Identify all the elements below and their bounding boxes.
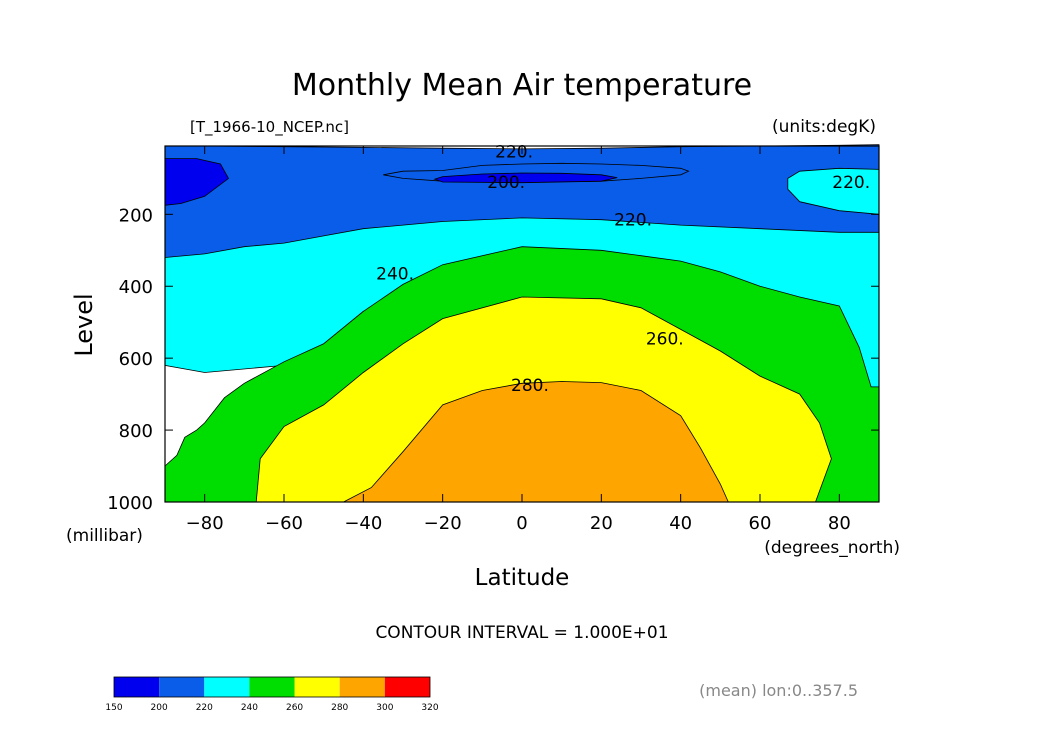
contour-label: 220. [495, 142, 533, 162]
y-tick-label: 1000 [107, 493, 153, 514]
y-tick-label: 800 [119, 421, 153, 442]
lon-subtitle: (mean) lon:0..357.5 [699, 681, 858, 700]
colorbar-swatch [339, 677, 385, 697]
x-tick-label: −40 [344, 513, 382, 534]
colorbar-label: 280 [331, 703, 348, 713]
y-tick-label: 600 [119, 349, 153, 370]
x-tick-label: −80 [186, 513, 224, 534]
x-tick-label: −20 [424, 513, 462, 534]
contour-region-220 [787, 167, 880, 215]
x-axis-title: Latitude [475, 565, 570, 591]
colorbar-label: 260 [286, 703, 303, 713]
y-axis-title: Level [70, 293, 98, 356]
units-label: (units:degK) [772, 117, 876, 137]
x-tick-label: 20 [590, 513, 613, 534]
colorbar-label: 300 [376, 703, 393, 713]
colorbar-label: 220 [196, 703, 213, 713]
colorbar: 150 200 220 240 260 280 300 320 [105, 676, 439, 713]
x-tick-label: 80 [828, 513, 851, 534]
colorbar-swatch [384, 677, 430, 697]
contour-label: 280. [511, 376, 549, 396]
y-ticks: 200 400 600 800 1000 [107, 205, 879, 514]
x-units-label: (degrees_north) [764, 538, 900, 558]
x-tick-label: 60 [749, 513, 772, 534]
x-tick-label: 0 [516, 513, 527, 534]
y-tick-label: 200 [119, 205, 153, 226]
colorbar-swatch [114, 677, 160, 697]
colorbar-label: 150 [105, 703, 122, 713]
colorbar-frame [113, 676, 431, 698]
contour-labels: 220. 200. 220. 220. 240. 260. 280. [376, 142, 870, 396]
colorbar-swatch [294, 677, 340, 697]
contour-label: 200. [487, 173, 525, 193]
x-tick-label: 40 [669, 513, 692, 534]
contour-region-150 [164, 158, 230, 206]
plot-regions [164, 144, 880, 503]
contour-interval: CONTOUR INTERVAL = 1.000E+01 [375, 623, 668, 643]
y-units-label: (millibar) [66, 526, 143, 546]
file-label: [T_1966-10_NCEP.nc] [190, 118, 349, 137]
contour-region-280 [343, 381, 729, 503]
contour-label: 260. [646, 329, 684, 349]
colorbar-label: 240 [241, 703, 258, 713]
contour-label: 220. [832, 173, 870, 193]
y-tick-label: 400 [119, 277, 153, 298]
colorbar-swatch [249, 677, 295, 697]
colorbar-label: 200 [151, 703, 168, 713]
colorbar-label: 320 [421, 703, 438, 713]
x-tick-label: −60 [265, 513, 303, 534]
colorbar-swatch [159, 677, 205, 697]
colorbar-swatch [204, 677, 250, 697]
x-ticks: −80 −60 −40 −20 0 20 40 60 80 [186, 146, 851, 534]
contour-label: 220. [614, 211, 652, 231]
contour-label: 240. [376, 265, 414, 285]
contour-region-150 [433, 172, 618, 184]
chart-title: Monthly Mean Air temperature [292, 68, 752, 103]
